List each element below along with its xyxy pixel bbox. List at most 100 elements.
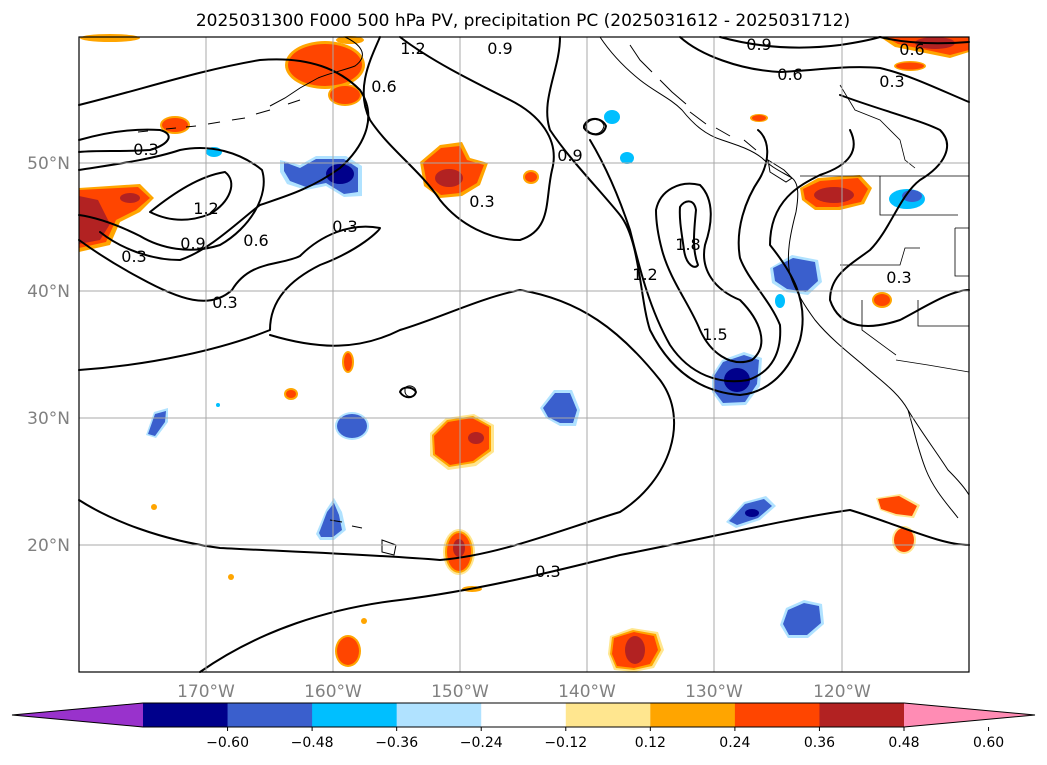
lat-label: 20°N	[27, 536, 70, 556]
precip-blob	[894, 61, 926, 71]
pv-contour	[78, 225, 381, 371]
colorbar-tick-label: 0.60	[973, 735, 1004, 751]
pv-contour	[879, 36, 970, 45]
precip-blob	[750, 114, 768, 122]
precip-positive-areas	[79, 34, 969, 672]
precip-blob	[604, 110, 634, 164]
coastlines	[137, 36, 970, 556]
pv-contour	[679, 36, 970, 103]
precip-blob	[79, 184, 154, 252]
colorbar-tick-label: −0.60	[206, 735, 249, 751]
colorbar-tick-label: −0.12	[544, 735, 587, 751]
pv-contour	[678, 200, 699, 268]
pv-contours	[78, 36, 970, 673]
precip-blob	[726, 496, 776, 528]
precip-blob	[876, 494, 920, 554]
longitude-labels: 170°W 160°W 150°W 140°W 130°W 120°W	[177, 682, 871, 702]
contour-label: 0.3	[212, 293, 237, 312]
contour-label: 1.2	[400, 39, 425, 58]
contour-label: 0.3	[886, 268, 911, 287]
precip-blob	[770, 255, 822, 308]
pv-contour	[829, 94, 970, 327]
precip-blob	[443, 529, 475, 575]
precip-blob	[780, 600, 824, 638]
contour-label: 0.3	[332, 217, 357, 236]
pv-contour	[149, 171, 233, 221]
pv-contour	[78, 147, 265, 251]
colorbar-extend-min	[12, 703, 143, 727]
colorbar-tick-label: 0.12	[635, 735, 666, 751]
precip-blob	[523, 170, 539, 184]
lat-label: 50°N	[27, 154, 70, 174]
graticule	[79, 37, 969, 672]
colorbar-tick-label: 0.24	[719, 735, 750, 751]
contour-labels: 1.2 0.9 0.9 0.6 0.6 0.3 0.6 0.3 1.2 0.9 …	[121, 35, 924, 581]
colorbar-segment	[396, 703, 482, 727]
colorbar-tick-label: 0.48	[888, 735, 919, 751]
contour-label: 1.8	[675, 235, 700, 254]
precip-blob	[540, 390, 580, 426]
pv-contour	[399, 386, 417, 399]
lat-label: 40°N	[27, 282, 70, 302]
colorbar-segment	[481, 703, 567, 727]
contour-label: 1.2	[632, 265, 657, 284]
contour-label: 0.3	[133, 140, 158, 159]
precip-blob	[430, 414, 494, 470]
lon-label: 170°W	[177, 682, 235, 702]
map-area	[79, 37, 969, 672]
precip-blob	[608, 628, 664, 672]
lon-label: 150°W	[431, 682, 489, 702]
lon-label: 130°W	[685, 682, 743, 702]
precip-blob	[146, 408, 168, 438]
contour-label: 0.3	[879, 72, 904, 91]
pv-contour	[583, 117, 607, 136]
latitude-labels: 50°N 40°N 30°N 20°N	[27, 154, 70, 556]
colorbar-segment	[143, 703, 229, 727]
contour-label: 0.6	[899, 40, 924, 59]
precip-blob	[285, 41, 365, 89]
contour-label: 0.6	[777, 65, 802, 84]
colorbar-outline	[11, 702, 1036, 728]
precip-blob	[335, 412, 369, 440]
contour-label: 0.9	[487, 39, 512, 58]
contour-label: 0.3	[469, 192, 494, 211]
map-content: 1.2 0.9 0.9 0.6 0.6 0.3 0.6 0.3 1.2 0.9 …	[78, 34, 970, 673]
lat-label: 30°N	[27, 409, 70, 429]
pv-contour	[719, 36, 881, 49]
colorbar: −0.60 −0.48 −0.36 −0.24 −0.12 0.12 0.24 0.36 0.4…	[11, 702, 1036, 751]
colorbar-tick-label: −0.48	[291, 735, 334, 751]
contour-label: 0.9	[746, 35, 771, 54]
colorbar-tick-label: −0.24	[460, 735, 503, 751]
pv-contour	[199, 509, 970, 673]
precip-blob	[872, 292, 892, 308]
precip-blob	[284, 388, 298, 400]
colorbar-tick-label: −0.36	[375, 735, 418, 751]
contour-label: 1.5	[702, 325, 727, 344]
pv-contour	[78, 58, 370, 261]
colorbar-segment	[565, 703, 651, 727]
pv-contour	[589, 129, 782, 383]
precip-blob	[335, 635, 361, 667]
colorbar-tick-label: 0.36	[804, 735, 835, 751]
precip-blob	[800, 175, 872, 210]
contour-label: 0.9	[180, 234, 205, 253]
colorbar-segment	[734, 703, 820, 727]
lon-label: 120°W	[813, 682, 871, 702]
contour-label: 0.9	[557, 146, 582, 165]
figure-title: 2025031300 F000 500 hPa PV, precipitatio…	[196, 11, 850, 31]
contour-label: 0.6	[371, 77, 396, 96]
precip-blob	[342, 351, 354, 373]
map-border	[78, 36, 970, 673]
colorbar-segment	[650, 703, 736, 727]
contour-label: 0.3	[121, 247, 146, 266]
contour-label: 0.3	[535, 562, 560, 581]
precip-blob	[889, 189, 925, 209]
lon-label: 160°W	[304, 682, 362, 702]
contour-label: 1.2	[193, 199, 218, 218]
pv-contour	[78, 128, 170, 153]
colorbar-segment	[819, 703, 905, 727]
colorbar-segment	[312, 703, 398, 727]
lon-label: 140°W	[558, 682, 616, 702]
contour-label: 0.6	[243, 231, 268, 250]
